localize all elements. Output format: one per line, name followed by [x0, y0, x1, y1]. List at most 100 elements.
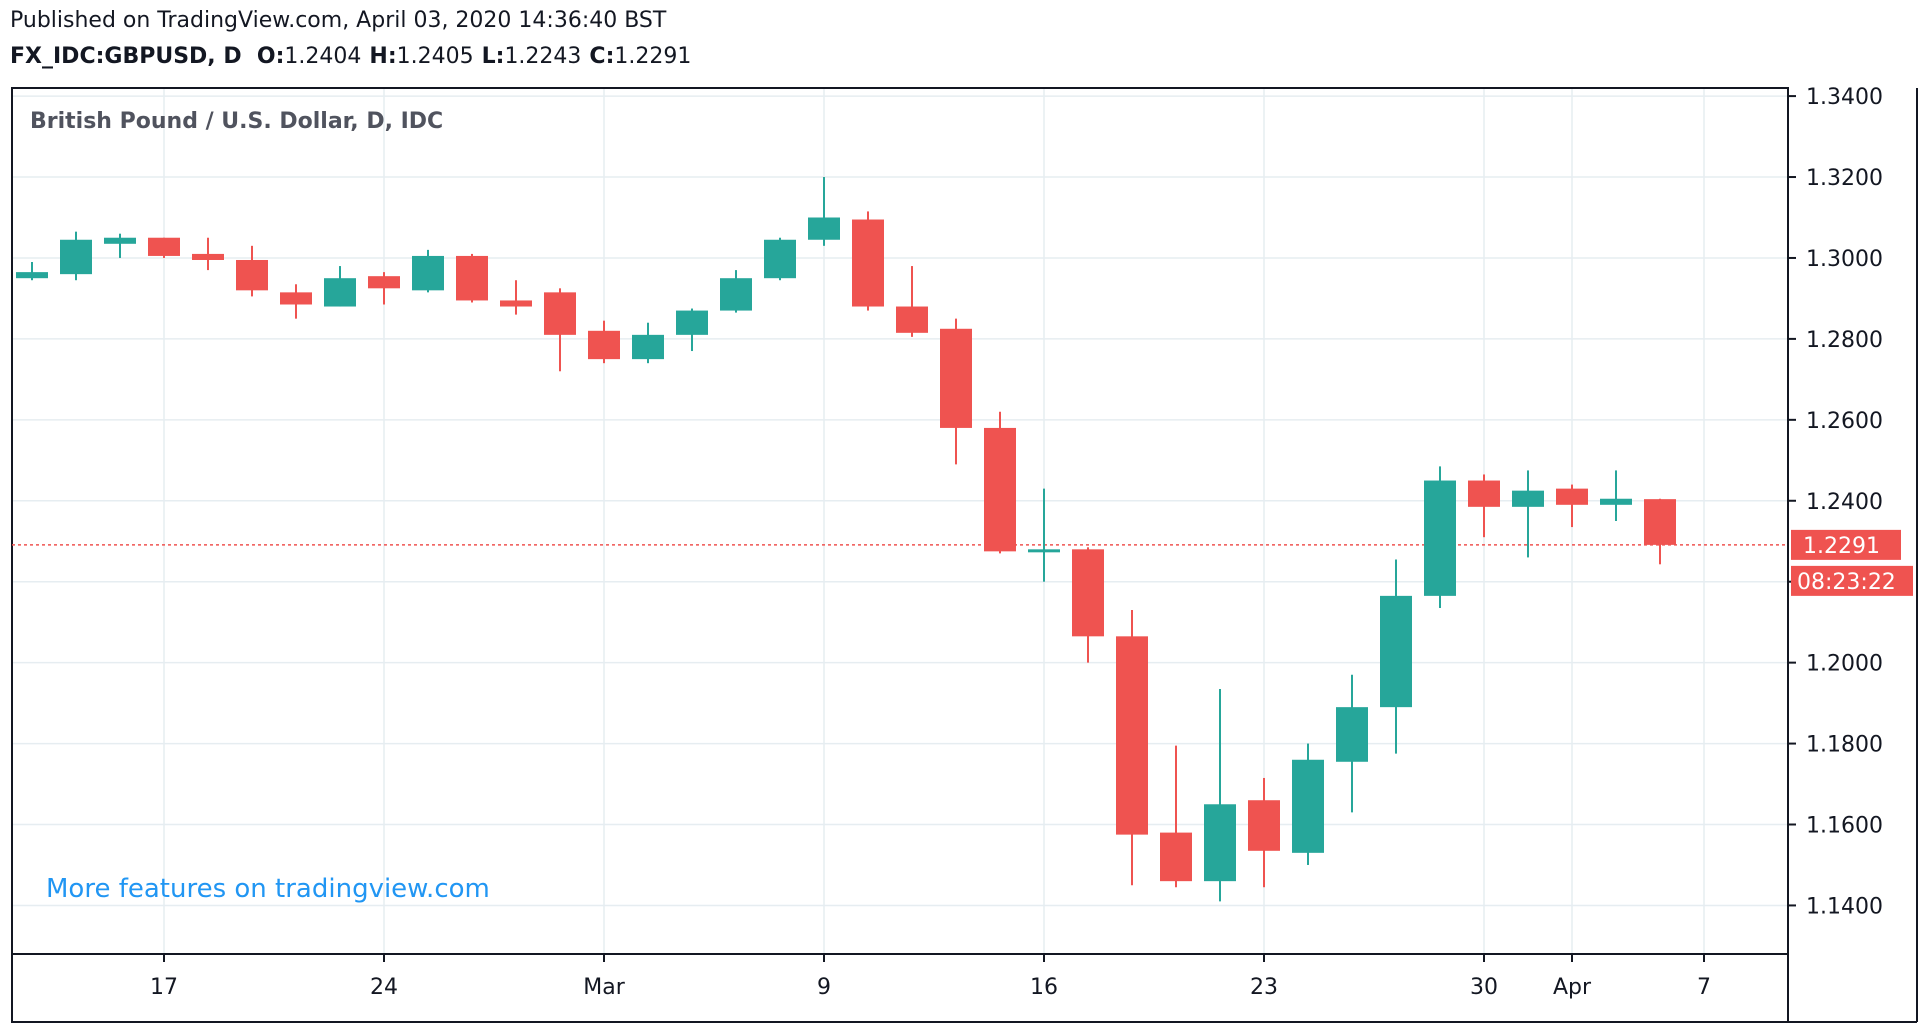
x-tick-label: Apr: [1553, 975, 1592, 1000]
candle-up[interactable]: [1204, 688, 1236, 902]
candle-body: [896, 306, 928, 333]
open-label: O:: [256, 44, 285, 69]
candle-up[interactable]: [1424, 466, 1456, 609]
candle-up[interactable]: [1292, 743, 1324, 865]
candle-up[interactable]: [1028, 488, 1060, 582]
candle-body: [1072, 549, 1104, 637]
price-badges: 1.2291 08:23:22: [1791, 529, 1913, 596]
candle-body: [16, 272, 48, 279]
last-price-badge: [1791, 529, 1901, 560]
x-tick-label: 7: [1697, 975, 1711, 1000]
candle-up[interactable]: [16, 262, 48, 281]
candle-down[interactable]: [1468, 474, 1500, 538]
candle-body: [1336, 707, 1368, 762]
last-price-label: 1.2291: [1803, 534, 1880, 559]
candle-down[interactable]: [1116, 610, 1148, 886]
grid: [12, 88, 1788, 954]
candle-body: [1644, 499, 1676, 545]
candle-down[interactable]: [544, 288, 576, 372]
open-value: 1.2404: [284, 44, 362, 69]
candle-down[interactable]: [236, 245, 268, 297]
candle-up[interactable]: [60, 231, 92, 281]
x-tick-label: 23: [1250, 975, 1278, 1000]
candle-body: [544, 292, 576, 335]
low-label: L:: [481, 44, 505, 69]
candle-body: [1468, 480, 1500, 507]
candle-body: [940, 328, 972, 428]
candle-body: [984, 427, 1016, 552]
candle-body: [632, 334, 664, 360]
candle-body: [1248, 800, 1280, 851]
candle-body: [1204, 804, 1236, 882]
close-value: 1.2291: [614, 44, 692, 69]
candle-down[interactable]: [1556, 484, 1588, 528]
candle-down[interactable]: [1160, 745, 1192, 888]
candle-body: [1116, 636, 1148, 835]
candle-down[interactable]: [1072, 547, 1104, 663]
candle-up[interactable]: [720, 270, 752, 313]
candle-down[interactable]: [852, 211, 884, 311]
candle-down[interactable]: [1644, 498, 1676, 565]
candles[interactable]: [16, 177, 1676, 902]
candle-up[interactable]: [324, 266, 356, 307]
candle-up[interactable]: [764, 237, 796, 281]
chart-title: British Pound / U.S. Dollar, D, IDC: [30, 109, 443, 134]
candle-body: [1380, 595, 1412, 708]
more-features-link[interactable]: More features on tradingview.com: [46, 874, 490, 904]
candle-down[interactable]: [280, 284, 312, 319]
candle-up[interactable]: [676, 308, 708, 352]
candle-body: [808, 217, 840, 240]
symbol-label[interactable]: FX_IDC:GBPUSD, D: [10, 44, 242, 69]
candle-up[interactable]: [808, 177, 840, 246]
candle-up[interactable]: [104, 233, 136, 258]
candle-body: [500, 300, 532, 307]
ohlc-header: FX_IDC:GBPUSD, D O:1.2404 H:1.2405 L:1.224…: [10, 44, 699, 69]
candle-up[interactable]: [632, 322, 664, 364]
candle-body: [412, 255, 444, 291]
candle-down[interactable]: [1248, 777, 1280, 888]
x-tick-label: 16: [1030, 975, 1058, 1000]
y-tick-label: 1.1600: [1806, 814, 1883, 839]
high-value: 1.2405: [396, 44, 474, 69]
candle-down[interactable]: [192, 237, 224, 271]
candle-down[interactable]: [368, 272, 400, 305]
candle-up[interactable]: [412, 249, 444, 293]
time-axis[interactable]: 17 24 Mar 9 16 23 30 Apr 7: [150, 954, 1711, 1000]
candle-body: [1028, 549, 1060, 553]
y-tick-label: 1.2000: [1806, 652, 1883, 677]
y-tick-label: 1.2800: [1806, 328, 1883, 353]
candle-body: [1600, 498, 1632, 505]
candle-up[interactable]: [1336, 674, 1368, 813]
candle-body: [1512, 490, 1544, 507]
candle-down[interactable]: [588, 320, 620, 364]
candle-down[interactable]: [984, 411, 1016, 554]
candle-down[interactable]: [148, 237, 180, 258]
candle-body: [676, 310, 708, 335]
candle-body: [1556, 488, 1588, 505]
y-tick-label: 1.1800: [1806, 733, 1883, 758]
candle-down[interactable]: [896, 266, 928, 337]
candle-body: [280, 292, 312, 305]
candle-down[interactable]: [456, 253, 488, 303]
candle-body: [148, 237, 180, 256]
x-tick-label: Mar: [583, 975, 625, 1000]
candle-body: [1424, 480, 1456, 596]
y-tick-label: 1.3000: [1806, 247, 1883, 272]
y-tick-label: 1.3200: [1806, 166, 1883, 191]
candle-body: [324, 278, 356, 307]
countdown-badge: [1791, 565, 1913, 596]
candle-up[interactable]: [1380, 559, 1412, 754]
countdown-label: 08:23:22: [1797, 570, 1896, 595]
low-value: 1.2243: [504, 44, 582, 69]
high-label: H:: [369, 44, 397, 69]
candle-body: [60, 239, 92, 275]
candle-down[interactable]: [500, 280, 532, 315]
candle-down[interactable]: [940, 318, 972, 465]
candle-body: [588, 330, 620, 360]
candle-body: [104, 237, 136, 244]
price-axis[interactable]: 1.3400 1.3200 1.3000 1.2800 1.2600 1.2400 1.22…: [1788, 85, 1883, 919]
candle-up[interactable]: [1512, 470, 1544, 558]
x-tick-label: 9: [817, 975, 831, 1000]
candle-up[interactable]: [1600, 470, 1632, 521]
